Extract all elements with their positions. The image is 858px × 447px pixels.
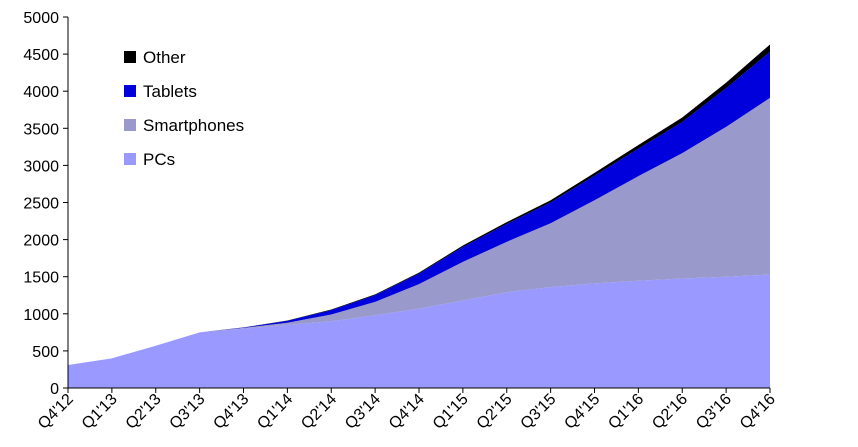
y-axis-ticks: 0 500 1000 1500 2000 2500 3000 3500 4000 4500 5000 (23, 10, 68, 398)
legend-label-other: Other (143, 48, 186, 67)
x-tick-label: Q1'14 (254, 391, 296, 433)
legend-label-pcs: PCs (143, 150, 175, 169)
area-smartphones (68, 97, 770, 365)
y-tick-label: 4000 (23, 84, 59, 101)
y-tick-label: 1000 (23, 307, 59, 324)
x-tick-label: Q1'15 (430, 391, 472, 433)
legend-swatch-tablets (124, 85, 136, 97)
legend-label-tablets: Tablets (143, 82, 197, 101)
x-tick-label: Q2'13 (123, 391, 165, 433)
x-tick-label: Q4'16 (737, 391, 779, 433)
x-tick-label: Q4'15 (561, 391, 603, 433)
legend: Other Tablets Smartphones PCs (124, 48, 244, 169)
y-tick-label: 2000 (23, 233, 59, 250)
y-tick-label: 4500 (23, 47, 59, 64)
y-tick-label: 0 (50, 381, 59, 398)
x-tick-label: Q2'14 (298, 391, 340, 433)
legend-label-smartphones: Smartphones (143, 116, 244, 135)
legend-swatch-other (124, 51, 136, 63)
area-pcs (68, 274, 770, 388)
x-tick-label: Q3'14 (342, 391, 384, 433)
x-tick-label: Q4'13 (210, 391, 252, 433)
legend-swatch-smartphones (124, 119, 136, 131)
y-tick-label: 3000 (23, 158, 59, 175)
y-tick-label: 3500 (23, 121, 59, 138)
y-tick-label: 5000 (23, 10, 59, 27)
y-tick-label: 500 (32, 344, 59, 361)
area-series-group (68, 44, 770, 388)
x-axis-ticks: Q4'12 Q1'13 Q2'13 Q3'13 Q4'13 Q1'14 Q2'14 Q3'14… (35, 388, 779, 433)
x-tick-label: Q2'15 (474, 391, 516, 433)
y-tick-label: 2500 (23, 196, 59, 213)
y-tick-label: 1500 (23, 270, 59, 287)
x-tick-label: Q1'13 (79, 391, 121, 433)
x-tick-label: Q1'16 (605, 391, 647, 433)
x-tick-label: Q3'16 (693, 391, 735, 433)
x-tick-label: Q3'15 (518, 391, 560, 433)
x-tick-label: Q3'13 (167, 391, 209, 433)
x-tick-label: Q4'14 (386, 391, 428, 433)
legend-swatch-pcs (124, 153, 136, 165)
x-tick-label: Q2'16 (649, 391, 691, 433)
